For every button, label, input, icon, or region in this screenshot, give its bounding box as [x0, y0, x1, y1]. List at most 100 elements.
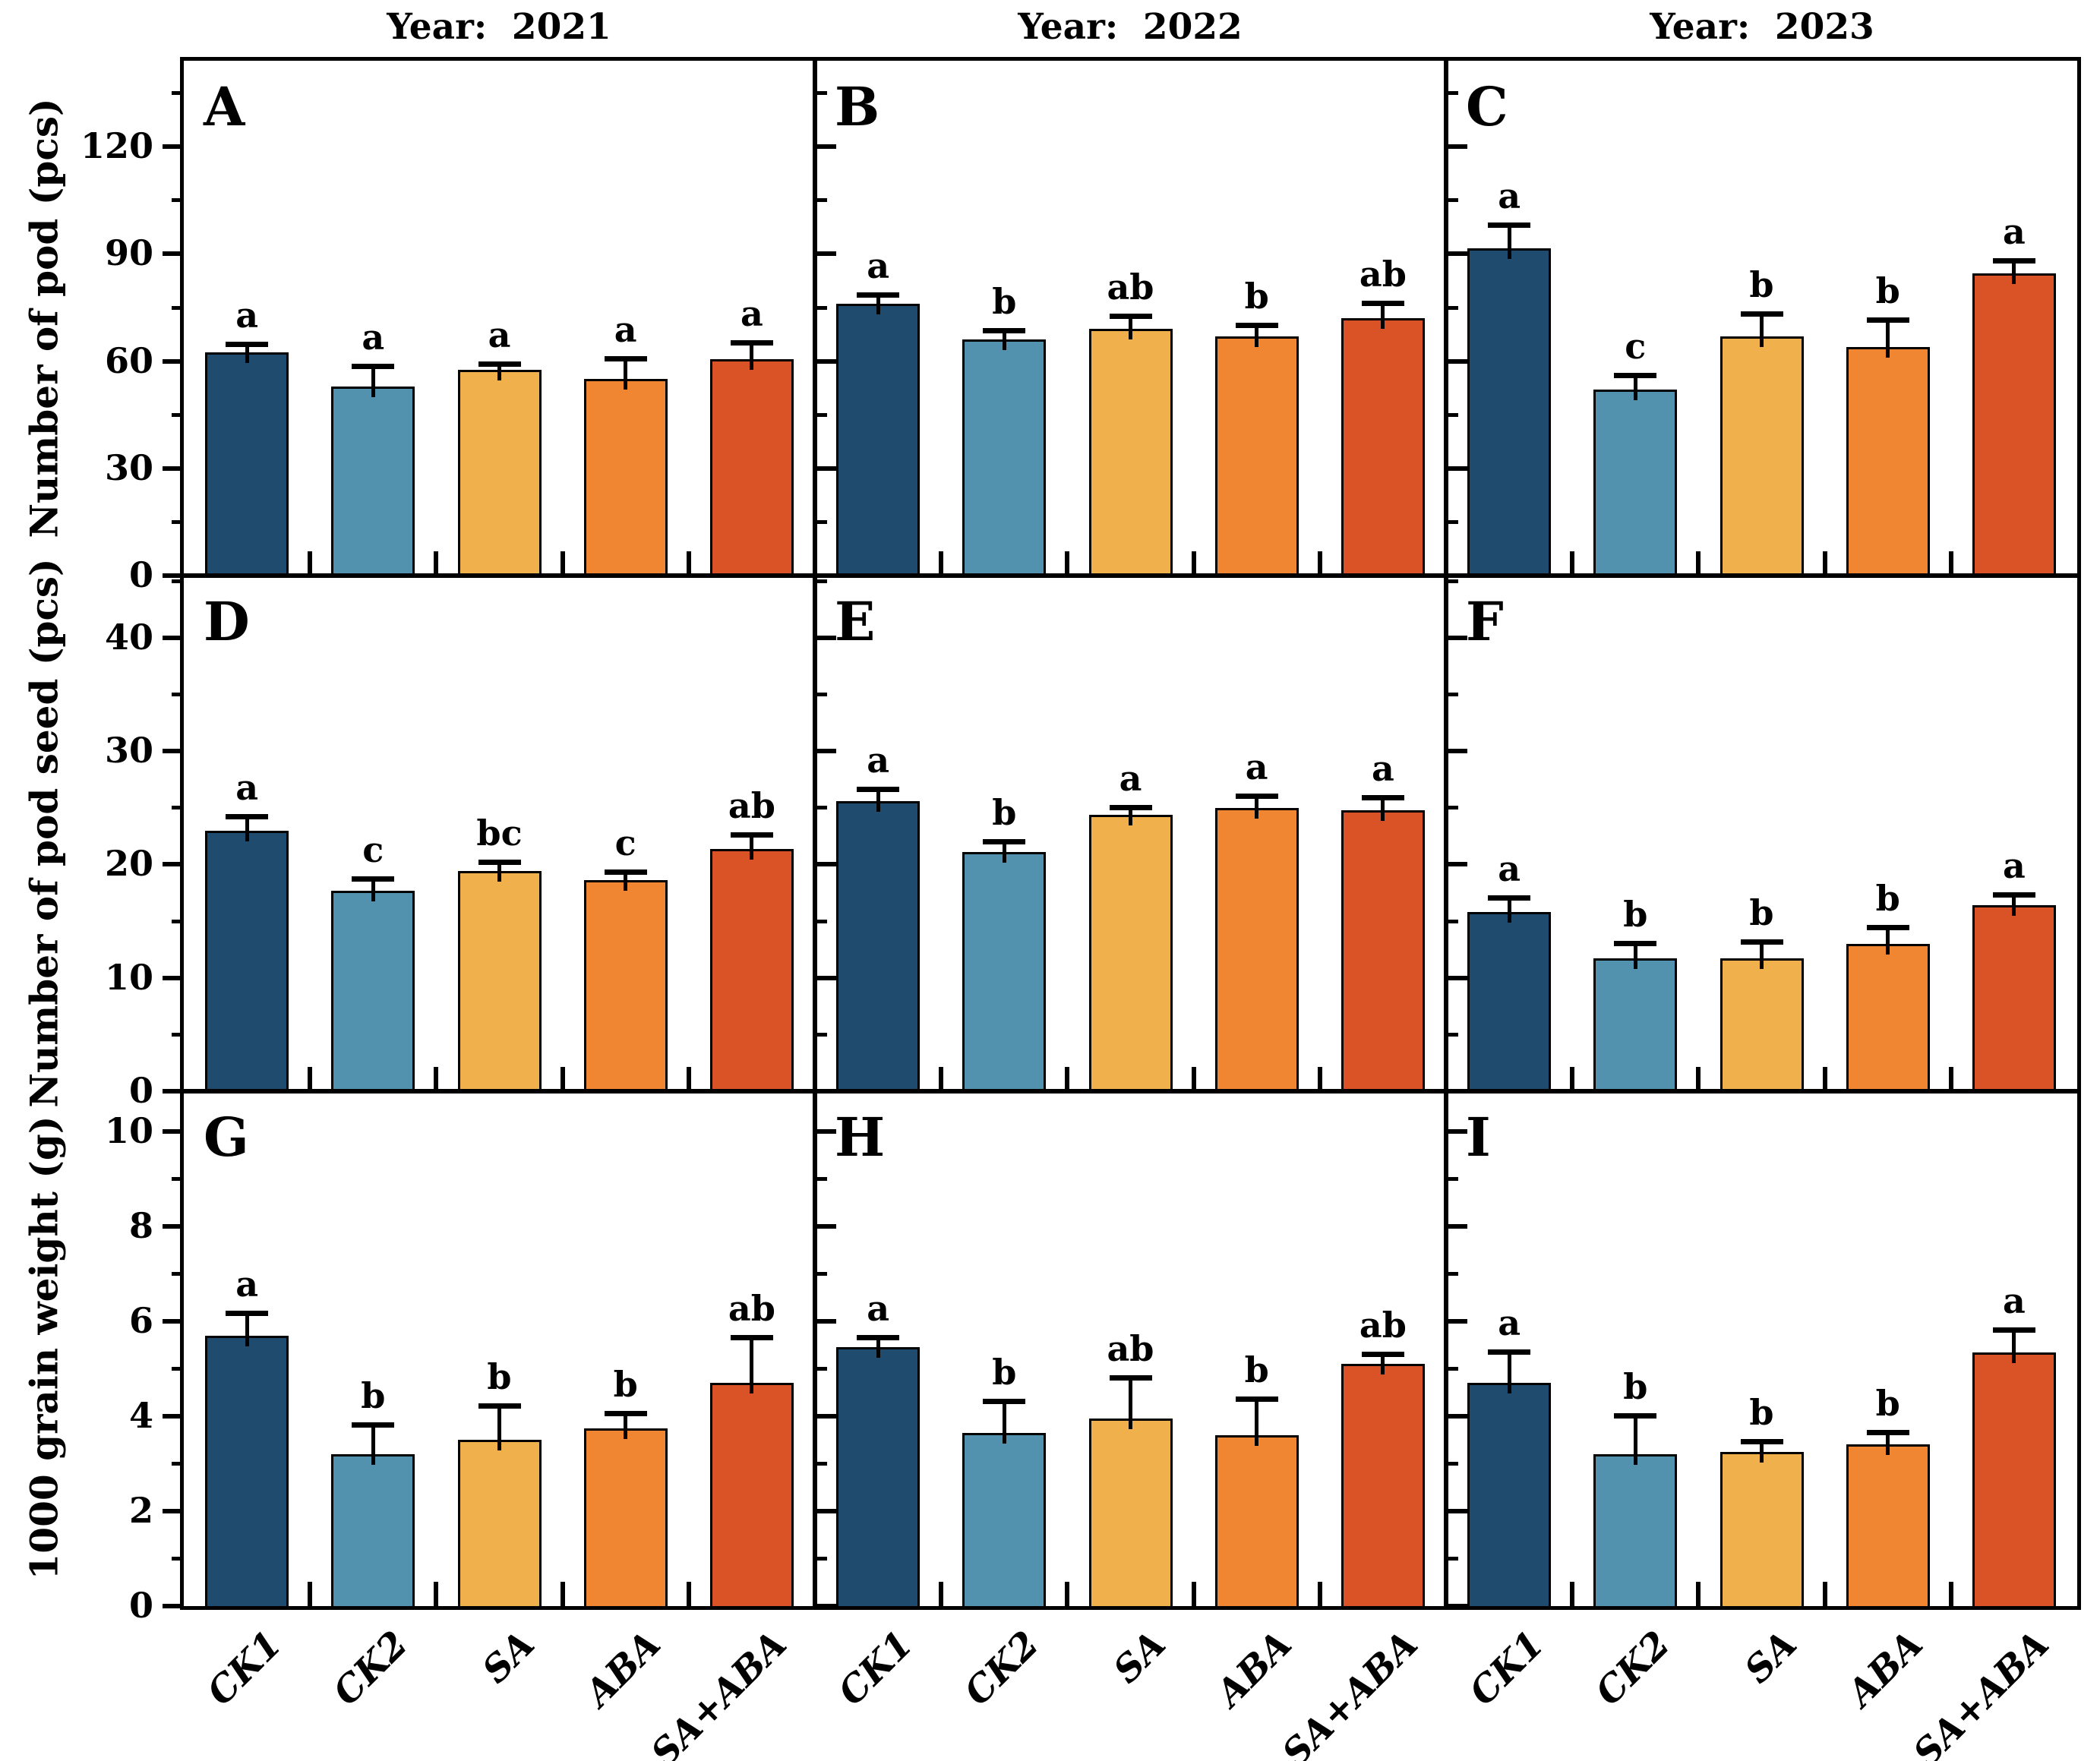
x-boundary-tick [1948, 1066, 1953, 1091]
panel-divider-horizontal [184, 573, 2077, 579]
significance-letter: b [361, 1375, 386, 1417]
significance-letter: a [362, 316, 385, 358]
y-minor-tick [1446, 1556, 1458, 1561]
bar-sa [1719, 336, 1804, 579]
y-minor-tick [1446, 305, 1458, 310]
error-bar-cap [226, 342, 269, 348]
y-minor-tick [1446, 1366, 1458, 1371]
y-minor-tick [815, 412, 827, 417]
error-bar-cap [1488, 222, 1531, 228]
significance-letter: a [1498, 1302, 1521, 1343]
bar-sa-aba [1972, 905, 2056, 1094]
x-boundary-tick [1065, 1581, 1070, 1606]
significance-letter: b [1875, 1382, 1900, 1424]
error-bar-cap [1614, 372, 1657, 378]
bar-aba [1846, 1444, 1930, 1608]
bar-aba [1846, 943, 1930, 1094]
panel-B: a b ab b ab B [815, 61, 1446, 579]
panel-letter-A: A [204, 75, 245, 138]
x-boundary-tick [1822, 1581, 1827, 1606]
y-major-tick [1446, 862, 1467, 867]
bar-ck2 [962, 1432, 1047, 1608]
error-bar-cap [1992, 892, 2035, 898]
bar-sa-aba [1341, 318, 1425, 579]
y-minor-tick [815, 520, 827, 525]
x-boundary-tick [434, 1581, 439, 1606]
panel-A: 0 30 60 90 120 a a a a a A [81, 61, 815, 592]
y-major-tick [163, 636, 184, 641]
error-bar-cap [478, 361, 521, 368]
error-bar-cap [604, 869, 647, 875]
y-major-tick [1446, 144, 1467, 150]
x-boundary-tick [1696, 551, 1701, 576]
y-minor-tick [815, 90, 827, 95]
y-minor-tick [172, 1271, 184, 1276]
column-title-2022: Year: 2022 [1018, 6, 1243, 48]
y-major-tick [815, 1223, 836, 1229]
error-bar-stem [1507, 225, 1511, 260]
panel-letter-B: B [835, 75, 880, 138]
y-minor-tick [172, 90, 184, 95]
bar-sa [1719, 958, 1804, 1094]
error-bar-stem [876, 295, 880, 315]
y-minor-tick [815, 579, 827, 584]
y-tick-label: 40 [104, 617, 153, 658]
error-bar-cap [352, 363, 395, 369]
y-major-tick [1446, 1128, 1467, 1134]
error-bar-cap [1614, 940, 1657, 946]
error-bar-stem [750, 343, 754, 371]
x-boundary-tick [1822, 1066, 1827, 1091]
bar-sa-aba [1341, 1364, 1425, 1608]
significance-letter: b [487, 1356, 512, 1398]
error-bar-stem [876, 790, 880, 812]
error-bar-stem [1507, 1352, 1511, 1394]
error-bar-stem [1255, 797, 1259, 819]
y-tick-label: 4 [128, 1394, 153, 1436]
bar-sa-aba [709, 1383, 794, 1608]
y-minor-tick [1446, 1032, 1458, 1037]
error-bar-stem [1129, 807, 1132, 825]
error-bar-stem [2012, 1330, 2016, 1363]
y-major-tick [815, 251, 836, 257]
y-major-tick [815, 975, 836, 980]
y-minor-tick [1446, 198, 1458, 203]
error-bar-stem [624, 1413, 628, 1439]
x-boundary-tick [1191, 1581, 1196, 1606]
error-bar-stem [1507, 898, 1511, 923]
error-bar-stem [371, 879, 375, 901]
error-bar-cap [1109, 313, 1152, 319]
error-bar-cap [983, 1399, 1026, 1405]
significance-letter: a [867, 1287, 889, 1329]
x-boundary-tick [1570, 1066, 1575, 1091]
y-major-tick [163, 573, 184, 579]
significance-letter: a [2002, 210, 2026, 252]
significance-letter: b [1244, 275, 1269, 317]
bar-ck1 [836, 1347, 921, 1608]
significance-letter: c [1625, 325, 1647, 367]
panel-divider-vertical [1444, 61, 1448, 1606]
y-major-tick [815, 862, 836, 867]
y-minor-tick [1446, 1461, 1458, 1466]
panel-letter-D: D [204, 590, 250, 654]
x-boundary-tick [308, 1581, 313, 1606]
significance-letter: a [1498, 175, 1521, 216]
significance-letter: b [1749, 264, 1774, 306]
error-bar-stem [1633, 375, 1637, 401]
bar-aba [583, 1428, 668, 1608]
y-major-tick [163, 358, 184, 364]
y-major-tick [163, 1603, 184, 1608]
bar-sa [1088, 1419, 1173, 1608]
column-title-2023: Year: 2023 [1650, 6, 1874, 48]
y-minor-tick [172, 305, 184, 310]
significance-letter: b [1875, 877, 1900, 919]
error-bar-stem [371, 1425, 375, 1465]
x-tick-label-ck1: CK1 [199, 1623, 290, 1714]
significance-letter: ab [1107, 266, 1154, 308]
error-bar-cap [226, 813, 269, 819]
y-major-tick [1446, 358, 1467, 364]
bar-ck2 [1593, 958, 1678, 1094]
error-bar-stem [1633, 943, 1637, 970]
y-minor-tick [815, 806, 827, 810]
